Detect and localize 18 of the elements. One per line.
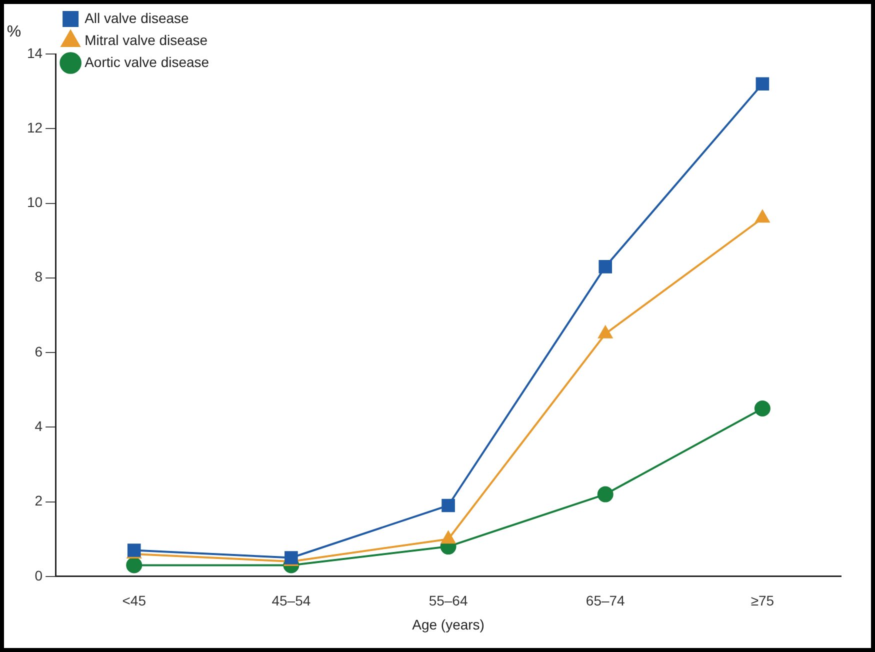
y-tick-label: 0	[34, 567, 43, 584]
y-tick-label: 10	[26, 194, 43, 210]
legend-label: All valve disease	[84, 10, 190, 26]
y-tick-label: 12	[26, 119, 43, 136]
legend-label: Mitral valve disease	[84, 32, 208, 48]
y-tick-label: 6	[34, 343, 43, 360]
x-tick-label: ≥75	[750, 592, 774, 609]
x-tick-label: 45–54	[272, 592, 311, 609]
y-axis-title: %	[6, 23, 22, 40]
x-tick-label: 65–74	[586, 592, 626, 609]
legend-label: Aortic valve disease	[84, 54, 210, 70]
y-tick-label: 2	[34, 492, 43, 509]
y-tick-label: 4	[34, 418, 43, 434]
x-axis-title: Age (years)	[412, 616, 484, 632]
y-tick-label: 14	[26, 44, 43, 61]
x-tick-label: <45	[122, 592, 146, 609]
y-tick-label: 8	[34, 268, 43, 285]
x-tick-label: 55–64	[428, 592, 468, 609]
